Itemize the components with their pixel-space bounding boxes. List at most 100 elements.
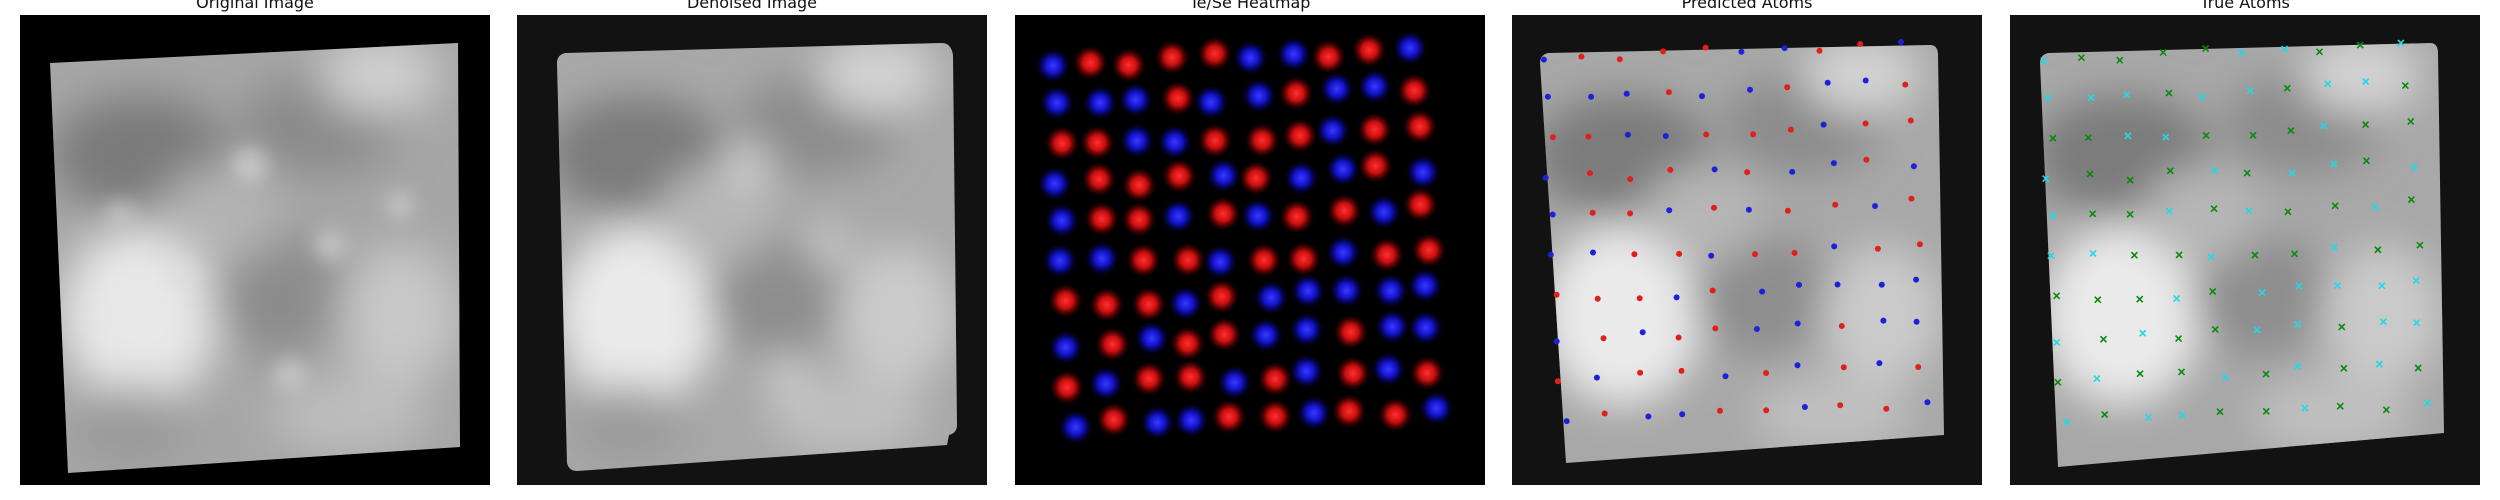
heatmap-te-blob: [1207, 317, 1242, 352]
predicted-se-atom: [1794, 320, 1801, 327]
heatmap-te-blob: [1369, 237, 1404, 272]
heatmap-te-blob: [1311, 39, 1346, 74]
true-te-atom: [2089, 210, 2097, 218]
heatmap-se-blob: [1140, 405, 1175, 440]
panel-heatmap: [1015, 15, 1485, 485]
heatmap-se-blob: [1088, 366, 1123, 401]
predicted-se-atom: [1666, 207, 1673, 214]
heatmap-se-blob: [1240, 198, 1275, 233]
predicted-atoms-graphic: [1540, 39, 1944, 463]
true-te-atom: [2086, 170, 2094, 178]
predicted-se-atom: [1547, 251, 1554, 258]
heatmap-te-blob: [1089, 287, 1124, 322]
heatmap-te-blob: [1333, 315, 1368, 349]
heatmap-te-blob: [1357, 112, 1392, 147]
true-te-atom: [2159, 48, 2167, 57]
heatmap-se-blob: [1276, 37, 1311, 72]
heatmap-te-blob: [1279, 199, 1314, 234]
predicted-se-atom: [1708, 252, 1715, 259]
heatmap-te-blob: [1126, 243, 1161, 278]
predicted-te-atom: [1703, 131, 1710, 138]
predicted-se-atom: [1913, 276, 1920, 283]
panel-original-image: [20, 15, 490, 485]
true-se-atom: [2293, 362, 2302, 370]
true-te-atom: [2175, 251, 2183, 259]
heatmap-graphic: [1035, 31, 1454, 445]
true-se-atom: [2139, 329, 2147, 337]
heatmap-te-blob: [1111, 48, 1146, 83]
predicted-se-atom: [1639, 329, 1646, 336]
true-te-atom: [2165, 89, 2173, 97]
heatmap-te-blob: [1212, 399, 1246, 434]
heatmap-te-blob: [1403, 187, 1438, 222]
predicted-te-atom: [1587, 170, 1593, 177]
predicted-te-atom: [1744, 169, 1751, 176]
predicted-te-atom: [1784, 84, 1791, 91]
true-te-atom: [2291, 250, 2299, 258]
predicted-te-atom: [1616, 56, 1623, 63]
true-se-atom: [2040, 57, 2048, 65]
heatmap-te-blob: [1397, 73, 1432, 108]
original-image-graphic: [50, 43, 460, 473]
predicted-te-atom: [1862, 120, 1869, 127]
predicted-se-atom: [1924, 399, 1931, 406]
predicted-te-atom: [1631, 251, 1638, 258]
true-te-atom: [2054, 378, 2062, 386]
heatmap-se-blob: [1119, 123, 1154, 158]
true-te-atom: [2177, 368, 2186, 376]
heatmap-te-blob: [1132, 361, 1167, 396]
predicted-te-atom: [1784, 207, 1791, 214]
heatmap-se-blob: [1367, 195, 1401, 229]
predicted-se-atom: [1820, 121, 1827, 128]
heatmap-se-blob: [1291, 273, 1325, 308]
true-se-atom: [2288, 169, 2296, 177]
true-se-atom: [2049, 211, 2057, 220]
heatmap-se-blob: [1058, 410, 1093, 445]
heatmap-te-blob: [1206, 196, 1240, 231]
heatmap-te-blob: [1279, 76, 1314, 111]
true-se-atom: [2087, 94, 2095, 102]
panel-denoised-image: [517, 15, 987, 485]
heatmap-se-blob: [1373, 273, 1408, 308]
predicted-se-atom: [1679, 411, 1686, 418]
heatmap-te-blob: [1122, 202, 1157, 237]
predicted-te-atom: [1636, 295, 1643, 302]
true-se-atom: [2375, 360, 2383, 368]
predicted-se-atom: [1830, 160, 1837, 167]
predicted-te-atom: [1907, 117, 1914, 124]
title-true: True Atoms: [2200, 0, 2290, 12]
true-se-atom: [2379, 318, 2387, 326]
predicted-se-atom: [1794, 362, 1801, 369]
true-te-atom: [2175, 334, 2183, 343]
true-te-atom: [2336, 402, 2344, 410]
predicted-se-atom: [1624, 131, 1631, 138]
true-se-atom: [2165, 207, 2173, 215]
heatmap-te-blob: [1258, 399, 1293, 434]
heatmap-se-blob: [1419, 391, 1454, 426]
predicted-te-atom: [1554, 378, 1561, 385]
heatmap-te-blob: [1358, 148, 1393, 183]
true-te-atom: [2283, 84, 2291, 92]
heatmap-te-blob: [1122, 168, 1157, 203]
true-se-atom: [2198, 93, 2206, 101]
heatmap-te-blob: [1173, 359, 1208, 394]
predicted-te-atom: [1553, 291, 1560, 298]
true-se-atom: [2410, 163, 2418, 171]
heatmap-te-blob: [1411, 233, 1446, 268]
heatmap-se-blob: [1248, 318, 1283, 352]
true-se-atom: [2413, 319, 2421, 327]
heatmap-se-blob: [1405, 155, 1440, 190]
true-se-atom: [2324, 80, 2332, 88]
predicted-te-atom: [1709, 287, 1716, 294]
true-atoms-graphic: [2040, 39, 2444, 467]
predicted-se-atom: [1789, 168, 1796, 175]
predicted-te-atom: [1874, 245, 1881, 252]
predicted-te-atom: [1763, 370, 1770, 376]
heatmap-te-blob: [1073, 45, 1108, 80]
true-te-atom: [2209, 287, 2217, 296]
predicted-se-atom: [1563, 418, 1570, 425]
heatmap-se-blob: [1319, 71, 1354, 106]
predicted-te-atom: [1840, 364, 1847, 371]
title-denoised: Denoised Image: [686, 0, 818, 12]
denoised-image-graphic: [557, 43, 957, 471]
